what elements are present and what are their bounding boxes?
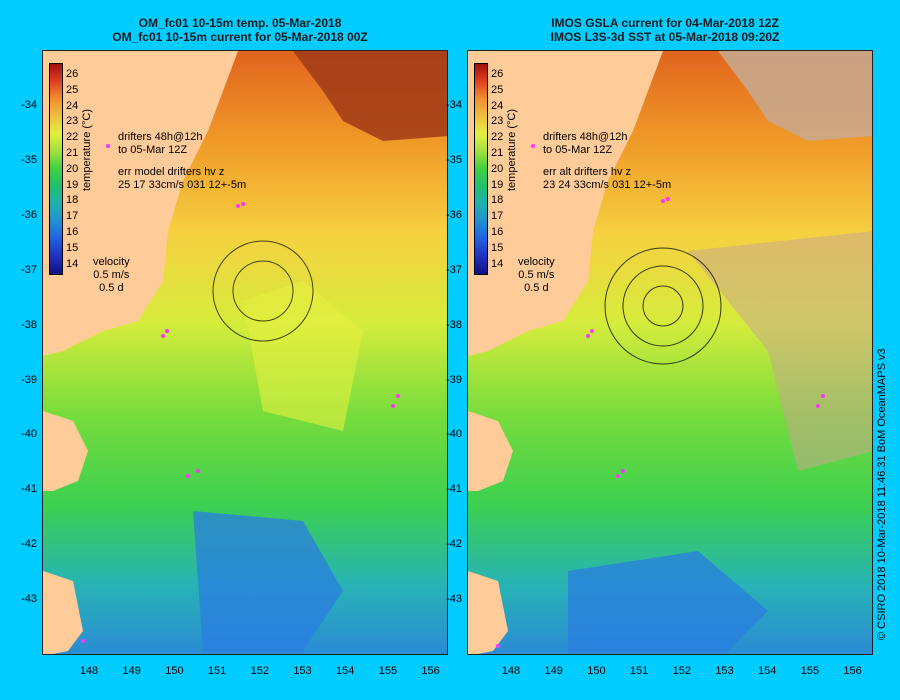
colorbar-tick-label: 15 <box>491 241 504 254</box>
colorbar-tick-label: 17 <box>66 210 79 223</box>
colorbar-tick-label: 19 <box>491 178 504 191</box>
latitude-tick-label: -34 <box>446 99 462 111</box>
right-colorbar <box>474 63 488 275</box>
latitude-tick-label: -38 <box>21 318 37 331</box>
left-drifters-legend: drifters 48h@12h to 05-Mar 12Z <box>118 131 203 157</box>
left-err-line2: 25 17 33cm/s 031 12+-5m <box>118 179 247 191</box>
colorbar-tick-label: 22 <box>491 131 504 144</box>
latitude-tick-label: -43 <box>446 593 462 606</box>
longitude-tick-label: 148 <box>79 665 99 677</box>
longitude-tick-label: 156 <box>843 665 862 677</box>
left-colorbar <box>49 63 63 275</box>
colorbar-tick-label: 15 <box>66 241 79 254</box>
right-velocity-label: velocity <box>518 256 555 268</box>
left-drifters-line1: drifters 48h@12h <box>118 131 203 143</box>
colorbar-tick-label: 22 <box>66 131 79 144</box>
latitude-tick-label: -43 <box>21 593 37 606</box>
colorbar-tick-label: 23 <box>491 115 504 128</box>
latitude-tick-label: -35 <box>446 153 462 166</box>
latitude-tick-label: -37 <box>21 263 37 276</box>
colorbar-tick-label: 18 <box>491 194 504 207</box>
left-velocity-scale: 0.5 m/s <box>93 269 130 281</box>
latitude-tick-label: -34 <box>21 99 37 111</box>
longitude-tick-label: 151 <box>629 665 649 677</box>
longitude-tick-label: 151 <box>207 665 227 677</box>
colorbar-tick-label: 14 <box>491 257 504 270</box>
latitude-tick-label: -40 <box>21 428 37 441</box>
longitude-tick-label: 150 <box>587 665 606 677</box>
latitude-tick-label: -38 <box>446 318 462 331</box>
longitude-tick-label: 154 <box>336 665 355 677</box>
longitude-tick-label: 152 <box>672 665 691 677</box>
left-temperature-map: temperature (°C) 26 25 24 23 22 21 20 19 18 17 16 1… <box>42 50 448 655</box>
longitude-tick-label: 152 <box>250 665 269 677</box>
credit-text: © CSIRO 2018 10-Mar-2018 11:46:31 BoM Oc… <box>876 348 888 640</box>
longitude-tick-label: 153 <box>293 665 312 677</box>
right-drifters-line2: to 05-Mar 12Z <box>543 144 613 156</box>
colorbar-tick-label: 19 <box>66 178 79 191</box>
colorbar-tick-label: 20 <box>66 162 79 175</box>
longitude-tick-label: 149 <box>544 665 563 677</box>
colorbar-tick-label: 25 <box>491 83 504 96</box>
right-colorbar-label: temperature (°C) <box>506 108 518 191</box>
right-drifters-legend: drifters 48h@12h to 05-Mar 12Z <box>543 131 628 157</box>
latitude-tick-label: -36 <box>446 208 462 221</box>
left-map-graphic <box>43 51 447 654</box>
longitude-tick-label: 155 <box>800 665 820 677</box>
left-drifters-line2: to 05-Mar 12Z <box>118 144 188 156</box>
latitude-tick-label: -37 <box>446 263 462 276</box>
colorbar-tick-label: 21 <box>491 147 504 159</box>
longitude-tick-label: 150 <box>165 665 184 677</box>
right-drifters-line1: drifters 48h@12h <box>543 131 628 143</box>
longitude-tick-label: 153 <box>715 665 734 677</box>
colorbar-tick-label: 26 <box>491 68 504 80</box>
right-sst-map: temperature (°C) 26 25 24 23 22 21 20 19 18 17 16 1… <box>467 50 873 655</box>
right-velocity-time: 0.5 d <box>524 282 549 294</box>
left-velocity-time: 0.5 d <box>99 282 124 294</box>
left-title-line2: OM_fc01 10-15m current for 05-Mar-2018 0… <box>112 30 368 44</box>
colorbar-tick-label: 18 <box>66 194 79 207</box>
colorbar-tick-label: 14 <box>66 257 79 270</box>
longitude-tick-label: 148 <box>501 665 521 677</box>
colorbar-tick-label: 25 <box>66 83 79 96</box>
right-title-line1: IMOS GSLA current for 04-Mar-2018 12Z <box>551 16 779 30</box>
right-velocity-legend: velocity 0.5 m/s 0.5 d <box>518 256 555 295</box>
left-colorbar-label: temperature (°C) <box>81 108 93 191</box>
right-error-stats: err alt drifters hv z 23 24 33cm/s 031 1… <box>543 166 671 192</box>
latitude-tick-label: -41 <box>21 483 37 496</box>
latitude-tick-label: -42 <box>21 538 37 551</box>
left-title-line1: OM_fc01 10-15m temp. 05-Mar-2018 <box>138 16 342 30</box>
latitude-tick-label: -36 <box>21 208 37 221</box>
colorbar-tick-label: 23 <box>66 115 79 128</box>
longitude-tick-label: 155 <box>378 665 398 677</box>
left-velocity-label: velocity <box>93 256 130 268</box>
left-error-stats: err model drifters hv z 25 17 33cm/s 031… <box>118 166 246 192</box>
colorbar-tick-label: 16 <box>491 226 504 238</box>
right-velocity-scale: 0.5 m/s <box>518 269 555 281</box>
colorbar-tick-label: 17 <box>491 210 504 223</box>
longitude-tick-label: 156 <box>421 665 440 677</box>
right-map-graphic <box>468 51 872 654</box>
colorbar-tick-label: 20 <box>491 162 504 175</box>
latitude-tick-label: -42 <box>446 538 462 551</box>
colorbar-tick-label: 24 <box>66 99 79 112</box>
colorbar-tick-label: 26 <box>66 68 79 80</box>
latitude-tick-label: -39 <box>21 373 37 386</box>
latitude-tick-label: -39 <box>446 373 462 386</box>
latitude-tick-label: -35 <box>21 153 37 166</box>
longitude-tick-label: 154 <box>758 665 777 677</box>
colorbar-tick-label: 21 <box>66 147 79 159</box>
right-err-line1: err alt drifters hv z <box>543 166 632 178</box>
left-err-line1: err model drifters hv z <box>118 166 225 178</box>
longitude-tick-label: 149 <box>122 665 141 677</box>
colorbar-tick-label: 24 <box>491 99 504 112</box>
latitude-tick-label: -40 <box>446 428 462 441</box>
right-err-line2: 23 24 33cm/s 031 12+-5m <box>543 179 672 191</box>
right-panel-title: IMOS GSLA current for 04-Mar-2018 12Z IM… <box>455 16 875 44</box>
left-panel-title: OM_fc01 10-15m temp. 05-Mar-2018 OM_fc01… <box>30 16 450 44</box>
colorbar-tick-label: 16 <box>66 226 79 238</box>
latitude-tick-label: -41 <box>446 483 462 496</box>
left-velocity-legend: velocity 0.5 m/s 0.5 d <box>93 256 130 295</box>
right-title-line2: IMOS L3S-3d SST at 05-Mar-2018 09:20Z <box>550 30 780 44</box>
